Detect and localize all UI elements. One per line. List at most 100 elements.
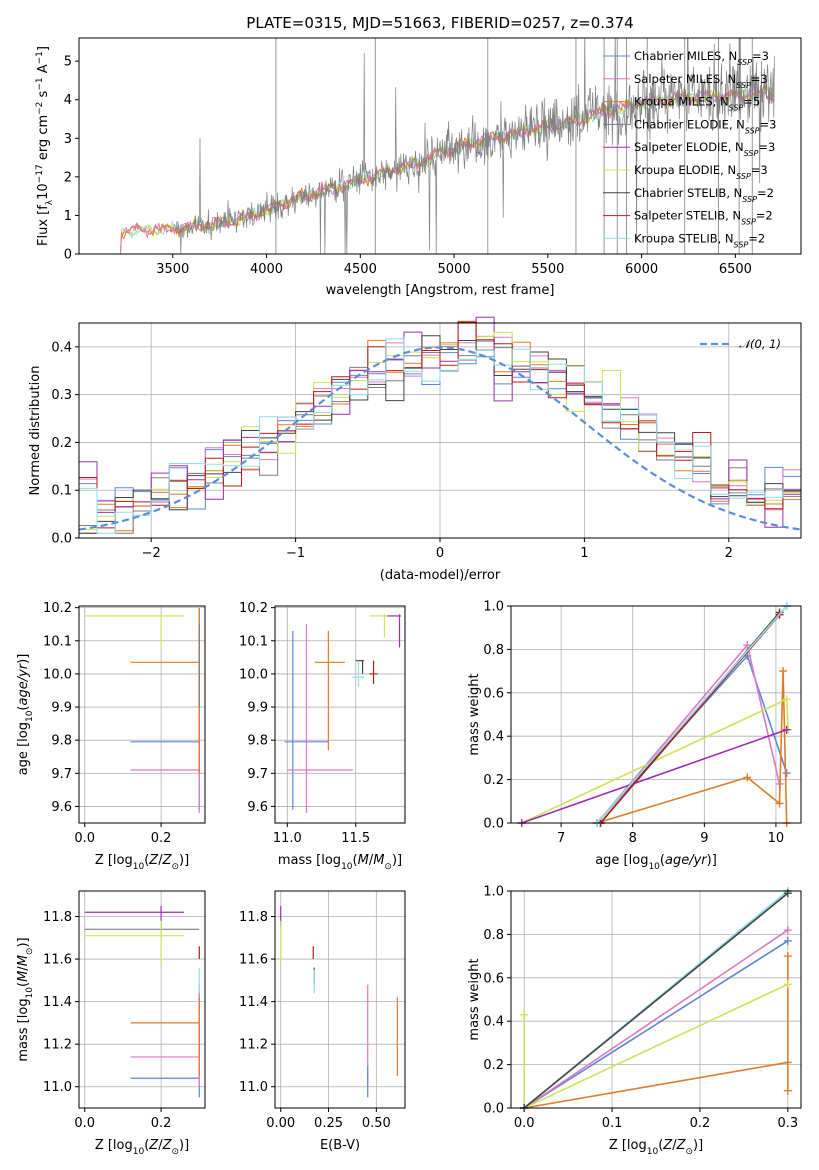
axis-label-part: s	[36, 90, 51, 101]
x-tick-label: 8	[629, 831, 637, 846]
spectrum-plot-area	[119, 38, 775, 254]
weight-line	[523, 929, 789, 1109]
axis-label-part: ⊙	[171, 862, 179, 872]
axis-label-part: age [log	[16, 722, 31, 775]
axis-label-part: Z	[162, 1138, 173, 1153]
weight-marker	[520, 1010, 529, 1019]
axis-label-part: 10	[648, 862, 660, 872]
legend-label: Kroupa ELODIE, NSSP=3	[634, 163, 768, 181]
axis-label: Z [log10(Z/Z⊙)]	[95, 1138, 189, 1157]
y-tick-label: 11.2	[239, 1038, 268, 1053]
legend-label-part: Chabrier ELODIE, N	[634, 117, 745, 131]
y-tick-label: 1.0	[483, 885, 504, 900]
axis-label: Z [log10(Z/Z⊙)]	[95, 853, 189, 872]
axis-label-part: mass [log	[278, 853, 341, 868]
axis-label-part: (	[144, 1138, 149, 1153]
axis-label-part: M	[373, 853, 384, 868]
y-tick-label: 2	[64, 170, 72, 185]
y-tick-label: 9.6	[51, 800, 72, 815]
y-tick-label: 4	[64, 93, 72, 108]
x-tick-label: 0.00	[266, 1116, 295, 1131]
figure-title: PLATE=0315, MJD=51663, FIBERID=0257, z=0…	[246, 14, 633, 32]
axis-label-part: )]	[179, 853, 189, 868]
x-tick-label: 11.5	[341, 831, 370, 846]
y-tick-label: 9.9	[247, 701, 268, 716]
axis-label-part: /	[16, 966, 31, 971]
legend-label-part: SSP	[734, 240, 749, 249]
weight-line	[521, 728, 787, 824]
weight-marker	[782, 769, 791, 778]
mass_vs_Z-axes: 0.0 0.211.011.211.411.611.8Z [log10(Z/Z⊙)…	[16, 890, 206, 1157]
axis-label-part: λ	[45, 199, 55, 205]
x-tick-label: 3500	[156, 262, 189, 277]
y-tick-label: 0.0	[51, 532, 72, 547]
axis-label-part: 10	[25, 987, 35, 999]
x-axis-label: (data-model)/error	[380, 568, 501, 583]
legend-label-part: =3	[752, 49, 769, 63]
axis-label-part: age/yr	[16, 662, 31, 705]
legend-label: Chabrier STELIB, NSSP=2	[634, 186, 774, 204]
normal-curve	[78, 346, 802, 531]
y-tick-label: 10.2	[239, 601, 268, 616]
axes-frame	[274, 605, 406, 824]
x-tick-label: 10	[768, 831, 785, 846]
legend-label-part: SSP	[741, 217, 756, 226]
weight-marker	[783, 980, 792, 989]
y-tick-label: 0.6	[483, 686, 504, 701]
x-tick-label: 4500	[344, 262, 377, 277]
weight-marker	[775, 799, 784, 808]
axis-label: Flux [fλ10−17 erg cm−2 s−1 A−1]	[35, 46, 55, 246]
x-tick-label: 5500	[531, 262, 564, 277]
y-tick-label: 0.4	[51, 340, 72, 355]
axis-label-part: M	[16, 971, 31, 982]
axis-label-part: Flux [f	[36, 205, 51, 246]
y-tick-label: 10.0	[43, 667, 72, 682]
y-tick-label: 11.0	[43, 1080, 72, 1095]
mass_vs_ebv-axes: 0.00 0.25 0.50 11.0 11.2 11.4 11.6 11.8 E(B-V)	[239, 890, 406, 1153]
axes-frame	[274, 890, 406, 1109]
legend-label: Salpeter ELODIE, NSSP=3	[634, 140, 775, 158]
axis-label-part: 10	[133, 862, 145, 872]
y-tick-label: 11.8	[239, 910, 268, 925]
axis-label-part: Z	[148, 1138, 159, 1153]
y-tick-label: 3	[64, 132, 72, 147]
legend-label-part: SSP	[742, 194, 757, 203]
axis-label-part: 10	[647, 1147, 659, 1157]
y-axis-label: mass weight	[467, 673, 482, 755]
y-tick-label: 11.4	[239, 995, 268, 1010]
y-tick-label: 0.1	[51, 484, 72, 499]
x-tick-label: 9	[700, 831, 708, 846]
x-tick-label: 6500	[719, 262, 752, 277]
residuals-axes: −2 −1 0 1 2 0.0 0.1 0.2 0.3 0.4 (data-model)/error…	[28, 316, 802, 583]
legend-label-part: Chabrier MILES, N	[634, 49, 737, 63]
axis-label-part: (	[353, 853, 358, 868]
axis-label-part: Z [log	[95, 853, 133, 868]
legend-label-part: Kroupa ELODIE, N	[634, 163, 736, 177]
y-tick-label: 1.0	[483, 600, 504, 615]
legend-label-part: SSP	[736, 80, 751, 89]
y-tick-label: 5	[64, 55, 72, 70]
axis-label-part: /	[369, 853, 374, 868]
y-tick-label: 10.2	[43, 601, 72, 616]
weight-line	[523, 940, 789, 1109]
x-tick-label: 0.2	[151, 1116, 172, 1131]
legend-label-part: =2	[748, 231, 765, 245]
y-tick-label: 0.4	[483, 730, 504, 745]
y-axis-label: Normed distribution	[28, 366, 43, 496]
x-tick-label: 7	[557, 831, 565, 846]
axis-label-part: Z	[676, 1138, 687, 1153]
axis-label-part: A	[36, 64, 51, 77]
legend-label: Salpeter MILES, NSSP=3	[634, 72, 768, 90]
y-tick-label: 0.8	[483, 643, 504, 658]
axis-label-part: ⊙	[685, 1147, 693, 1157]
axis-label-part: E(B-V)	[320, 1138, 360, 1153]
weight-marker	[743, 641, 752, 650]
axis-label: mass [log10(M/M⊙)]	[16, 937, 35, 1061]
y-tick-label: 10.1	[43, 634, 72, 649]
observed-spectrum-line	[174, 38, 775, 254]
histogram-line	[79, 338, 801, 534]
legend-label: Kroupa STELIB, NSSP=2	[634, 231, 765, 249]
x-tick-label: 0.3	[777, 1116, 798, 1131]
age_vs_mass-axes: 11.0 11.5 9.6 9.7 9.8 9.9 10.0 10.1 10.2 mass [lo…	[239, 601, 406, 872]
